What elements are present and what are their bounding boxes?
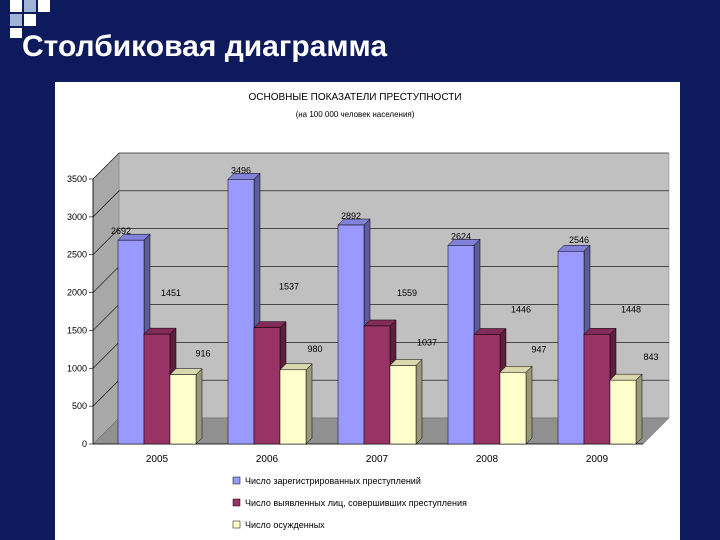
y-tick-label: 2500 [67, 250, 87, 260]
bar [363, 325, 391, 445]
bar-top [499, 366, 533, 373]
bar [117, 239, 145, 445]
bar-top [583, 328, 617, 335]
bar [499, 372, 527, 445]
y-tick-label: 500 [72, 401, 87, 411]
gridline [92, 228, 669, 255]
decor-square [24, 14, 36, 26]
bar [389, 365, 417, 445]
gridline [92, 190, 669, 218]
bar-top [389, 359, 423, 366]
data-label: 1537 [279, 282, 299, 292]
x-tick-label: 2009 [586, 454, 609, 465]
data-label: 947 [531, 344, 546, 354]
legend-swatch [232, 498, 241, 507]
bar-top [169, 368, 203, 375]
y-tick-label: 0 [82, 439, 87, 449]
decor-square [38, 0, 50, 12]
chart-panel: ОСНОВНЫЕ ПОКАЗАТЕЛИ ПРЕСТУПНОСТИ (на 100 … [55, 82, 680, 540]
bar [557, 250, 585, 445]
data-label: 916 [195, 349, 210, 359]
bar-top [609, 373, 643, 381]
bar-top [363, 319, 397, 327]
data-label: 1037 [417, 337, 437, 347]
chart-side-wall [92, 152, 120, 445]
bar [609, 379, 637, 445]
y-tick-label: 1500 [67, 325, 87, 335]
bar-side [525, 365, 533, 445]
legend-label: Число осужденных [245, 520, 325, 530]
chart-subtitle: (на 100 000 человек населения) [296, 110, 415, 119]
bar-top [557, 244, 591, 252]
decor-square [10, 28, 22, 38]
data-label: 2692 [111, 226, 131, 236]
x-tick-label: 2006 [256, 454, 279, 465]
y-tick-label: 2000 [67, 288, 87, 298]
bar [253, 327, 281, 445]
decor-square [24, 0, 36, 12]
x-tick-label: 2005 [146, 454, 169, 465]
bar [337, 224, 365, 445]
data-label: 980 [307, 344, 322, 354]
bar [583, 334, 611, 445]
legend-label: Число выявленных лиц, совершивших престу… [245, 498, 467, 508]
data-label: 2892 [341, 211, 361, 221]
bar-side [635, 373, 643, 445]
legend-label: Число зарегистрированных преступлений [245, 476, 421, 486]
bar [473, 334, 501, 445]
y-tick-label: 3000 [67, 212, 87, 222]
x-tick-label: 2007 [366, 454, 389, 465]
x-tick-label: 2008 [476, 454, 499, 465]
bar [143, 333, 171, 445]
legend-swatch [232, 476, 241, 485]
bar-top [253, 321, 287, 328]
data-label: 1451 [161, 288, 181, 298]
data-label: 843 [643, 352, 658, 362]
decor-square [10, 14, 22, 26]
data-label: 1446 [511, 305, 531, 315]
bar-side [195, 368, 203, 445]
data-label: 1448 [621, 304, 641, 314]
chart-title: ОСНОВНЫЕ ПОКАЗАТЕЛИ ПРЕСТУПНОСТИ [248, 92, 461, 103]
data-label: 2624 [451, 231, 471, 241]
data-label: 3496 [231, 165, 251, 175]
bar-top [279, 363, 313, 371]
y-tick-label: 1000 [67, 363, 87, 373]
bar-side [305, 363, 313, 445]
bar [227, 179, 255, 445]
bar-side [415, 358, 423, 445]
bar [447, 245, 475, 445]
slide-title: Столбиковая диаграмма [22, 30, 388, 63]
legend-swatch [232, 520, 241, 529]
data-label: 2546 [569, 235, 589, 245]
bar [279, 369, 307, 445]
bar-top [473, 328, 507, 335]
y-tick-label: 3500 [67, 174, 87, 184]
bar [169, 374, 197, 445]
decor-square [10, 0, 22, 12]
gridline [92, 152, 669, 180]
data-label: 1559 [397, 288, 417, 298]
bar-chart: ОСНОВНЫЕ ПОКАЗАТЕЛИ ПРЕСТУПНОСТИ (на 100 … [67, 92, 670, 530]
bar-top [143, 327, 177, 335]
